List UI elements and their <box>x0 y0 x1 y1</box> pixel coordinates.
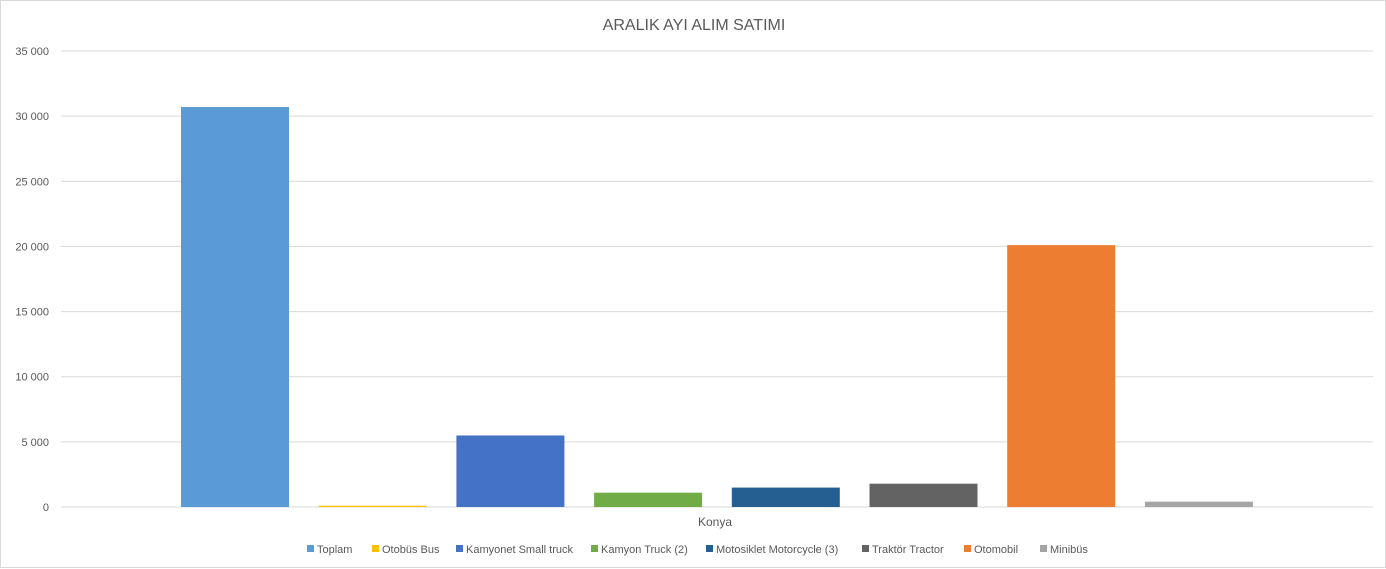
legend-swatch <box>964 545 971 552</box>
legend-swatch <box>591 545 598 552</box>
y-tick-label: 25 000 <box>15 176 49 188</box>
bar[interactable] <box>181 107 289 507</box>
bar[interactable] <box>594 492 703 507</box>
legend-label[interactable]: Otobüs Bus <box>382 544 440 556</box>
y-tick-label: 20 000 <box>15 241 49 253</box>
y-tick-label: 30 000 <box>15 111 49 123</box>
legend-swatch <box>862 545 869 552</box>
legend-label[interactable]: Kamyon Truck (2) <box>601 544 688 556</box>
legend-label[interactable]: Minibüs <box>1050 544 1088 556</box>
legend-label[interactable]: Traktör Tractor <box>872 544 944 556</box>
legend-swatch <box>1040 545 1047 552</box>
y-tick-label: 5 000 <box>21 437 49 449</box>
legend-label[interactable]: Motosiklet Motorcycle (3) <box>716 544 838 556</box>
bar[interactable] <box>1007 245 1116 507</box>
bar[interactable] <box>318 505 427 507</box>
y-tick-label: 10 000 <box>15 372 49 384</box>
bar[interactable] <box>456 435 565 507</box>
legend-swatch <box>456 545 463 552</box>
legend-swatch <box>372 545 379 552</box>
chart-title: ARALIK AYI ALIM SATIMI <box>603 17 786 34</box>
bar[interactable] <box>731 487 840 507</box>
y-tick-label: 15 000 <box>15 307 49 319</box>
legend-swatch <box>706 545 713 552</box>
y-tick-label: 35 000 <box>15 46 49 58</box>
x-category-label: Konya <box>698 515 732 529</box>
legend-label[interactable]: Toplam <box>317 544 352 556</box>
legend-label[interactable]: Kamyonet Small truck <box>466 544 573 556</box>
y-tick-label: 0 <box>43 502 49 514</box>
legend-label[interactable]: Otomobil <box>974 544 1018 556</box>
bar[interactable] <box>1144 501 1253 507</box>
legend-swatch <box>307 545 314 552</box>
bar[interactable] <box>869 483 978 507</box>
